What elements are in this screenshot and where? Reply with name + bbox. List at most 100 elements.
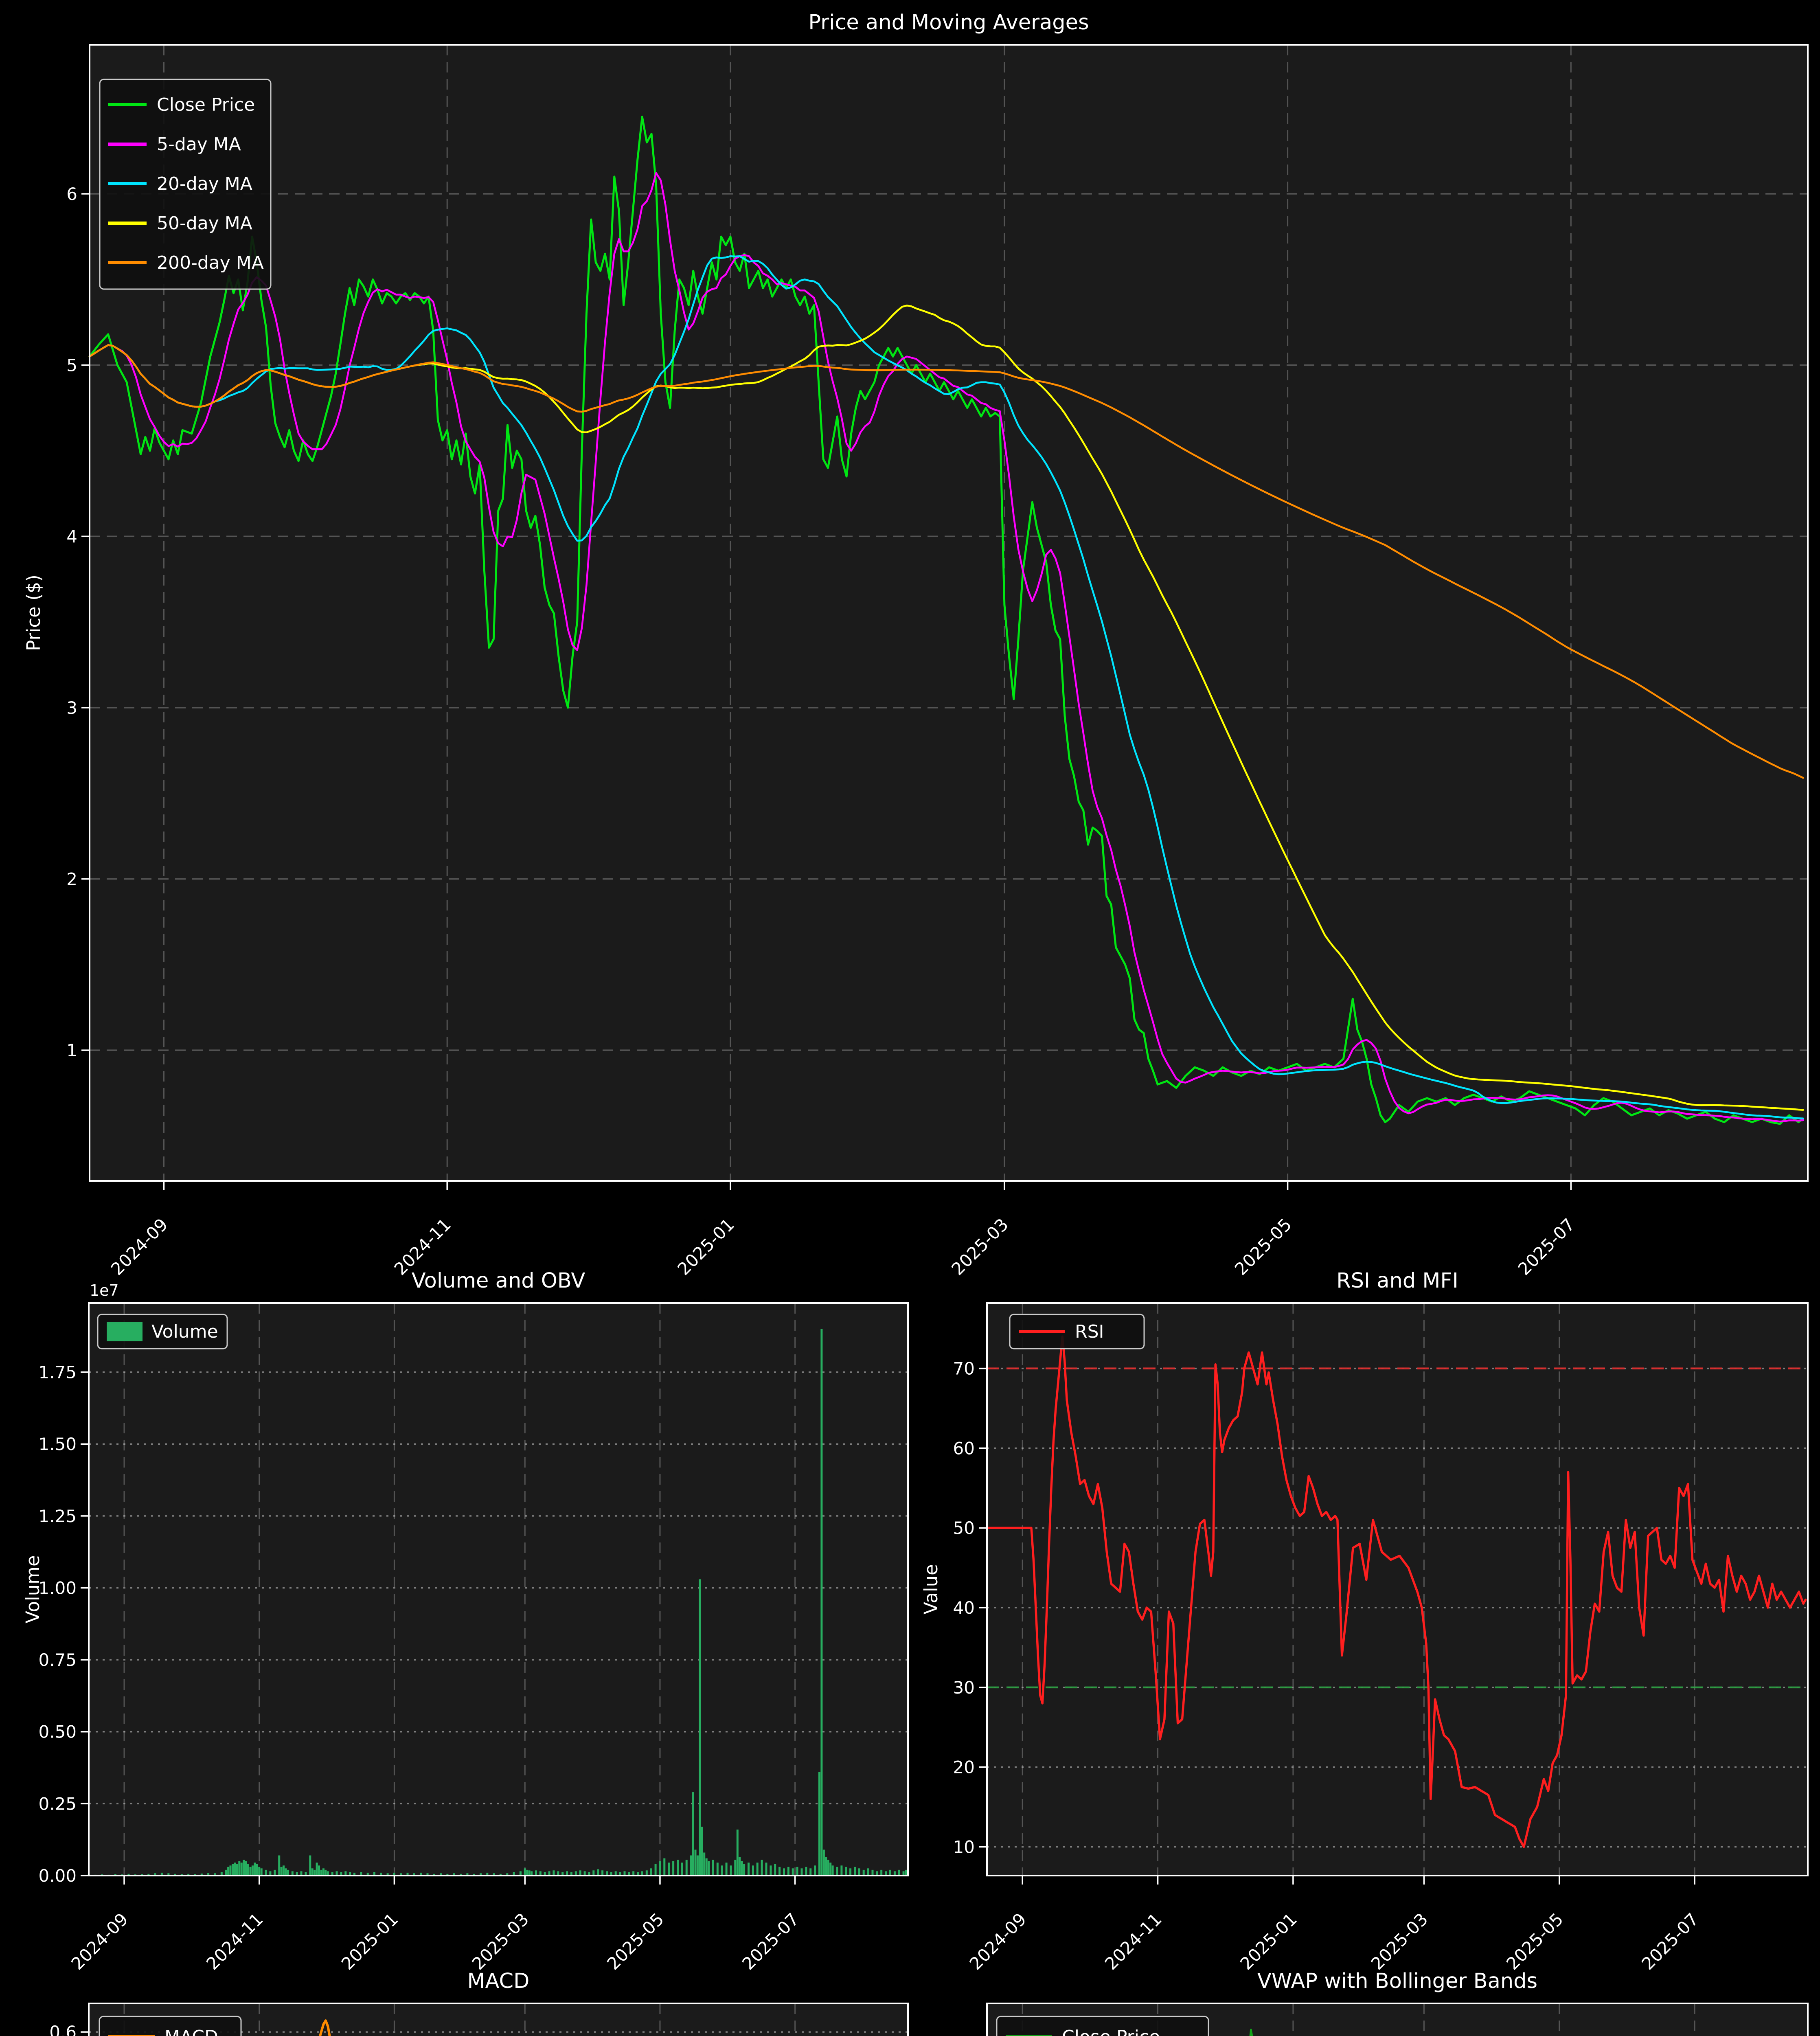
legend-box — [1009, 1314, 1145, 1349]
volume-bar — [761, 1860, 763, 1876]
series-5-day-ma — [88, 172, 1804, 1123]
legend-label: Volume — [151, 1321, 218, 1342]
volume-bar — [154, 1873, 156, 1876]
volume-bar — [265, 1869, 267, 1876]
volume-bar — [836, 1867, 838, 1876]
volume-bar — [871, 1869, 874, 1876]
legend-label: Close Price — [157, 94, 255, 115]
volume-bar — [548, 1871, 550, 1876]
volume-bar — [240, 1863, 243, 1876]
volume-bar — [291, 1871, 294, 1876]
volume-bar — [889, 1869, 891, 1876]
volume-bar — [453, 1873, 455, 1876]
volume-bar — [349, 1872, 351, 1876]
volume-bar — [311, 1868, 314, 1876]
volume-bar — [127, 1874, 130, 1876]
volume-bar — [285, 1868, 287, 1876]
volume-bar — [774, 1864, 776, 1876]
volume-bar — [340, 1872, 342, 1876]
volume-bar — [822, 1850, 825, 1876]
volume-bar — [902, 1871, 905, 1876]
y-tick-label: 2 — [66, 869, 77, 889]
volume-bar — [280, 1867, 283, 1876]
volume-bar — [614, 1871, 617, 1876]
volume-bar — [885, 1871, 887, 1876]
volume-bar — [322, 1868, 325, 1876]
axes-spines — [986, 1302, 1809, 1876]
volume-bar — [570, 1872, 572, 1876]
volume-bar — [187, 1874, 190, 1876]
volume-bar — [628, 1872, 630, 1876]
volume-bar — [318, 1865, 320, 1876]
volume-bar — [694, 1850, 697, 1876]
legend-vwap-bb: Close PriceVWAPVWAP BB UpperVWAP BB Lowe… — [996, 2016, 1209, 2036]
volume-bar — [300, 1871, 303, 1876]
volume-bar — [325, 1869, 327, 1876]
legend-volume-obv: Volume — [97, 1314, 228, 1349]
volume-bar — [446, 1874, 449, 1876]
volume-bar — [466, 1873, 469, 1876]
volume-bar — [685, 1860, 688, 1876]
axes-spines — [88, 2003, 909, 2036]
volume-bar — [725, 1863, 728, 1876]
volume-bar — [827, 1860, 829, 1876]
volume-bar — [880, 1869, 883, 1876]
volume-bar — [756, 1863, 759, 1876]
volume-bar — [147, 1874, 150, 1876]
volume-bar — [825, 1857, 827, 1876]
volume-bar — [876, 1871, 878, 1876]
y-axis-label: Price ($) — [23, 575, 44, 651]
volume-bar — [283, 1865, 285, 1876]
volume-bar — [699, 1579, 701, 1876]
volume-bar — [553, 1870, 555, 1876]
y-tick-label: 60 — [953, 1438, 975, 1458]
y-tick-label: 1.50 — [38, 1434, 77, 1454]
volume-bar — [531, 1871, 533, 1876]
axes-spines — [986, 2003, 1809, 2036]
volume-bar — [867, 1868, 869, 1876]
chart-title: Price and Moving Averages — [808, 11, 1089, 35]
volume-bar — [247, 1864, 249, 1876]
volume-bar — [792, 1868, 794, 1876]
chart-title: VWAP with Bollinger Bands — [1257, 1969, 1537, 1993]
volume-bar — [854, 1867, 856, 1876]
volume-bar — [249, 1867, 252, 1876]
volume-bar — [893, 1871, 896, 1876]
legend-label: 50-day MA — [157, 213, 252, 234]
volume-bar — [708, 1861, 710, 1876]
volume-bar — [480, 1873, 482, 1876]
y-tick-label: 5 — [66, 355, 77, 375]
legend-swatch — [107, 1322, 143, 1341]
volume-bar — [566, 1871, 568, 1876]
volume-bar — [232, 1864, 234, 1876]
legend-rsi-mfi: RSI — [1009, 1314, 1145, 1349]
legend-macd: MACDSignal — [99, 2016, 242, 2036]
volume-bar — [225, 1869, 227, 1876]
volume-bar — [619, 1872, 621, 1876]
chart-title: Volume and OBV — [412, 1269, 585, 1293]
volume-bar — [499, 1874, 502, 1876]
volume-bar — [314, 1869, 316, 1876]
volume-bar — [287, 1869, 289, 1876]
volume-bar — [831, 1865, 834, 1876]
volume-bar — [327, 1871, 329, 1876]
volume-bar — [809, 1868, 812, 1876]
volume-bar — [386, 1873, 389, 1876]
volume-bar — [829, 1863, 832, 1876]
y-tick-label: 1 — [66, 1040, 77, 1060]
axis-offset-label: 1e7 — [90, 1281, 119, 1299]
legend-box — [99, 2016, 242, 2036]
y-tick-label: 6 — [66, 184, 77, 204]
volume-bar — [778, 1867, 781, 1876]
volume-bar — [668, 1863, 670, 1876]
y-tick-label: 40 — [953, 1598, 975, 1618]
volume-bar — [703, 1852, 706, 1876]
volume-bar — [783, 1868, 785, 1876]
volume-bar — [220, 1872, 223, 1876]
volume-bar — [256, 1864, 258, 1876]
plot-area — [90, 45, 1808, 1181]
legend-price-ma: Close Price 5-day MA 20-day MA 50-day MA 200… — [99, 79, 272, 290]
volume-bar — [309, 1855, 311, 1876]
volume-bar — [539, 1871, 542, 1876]
